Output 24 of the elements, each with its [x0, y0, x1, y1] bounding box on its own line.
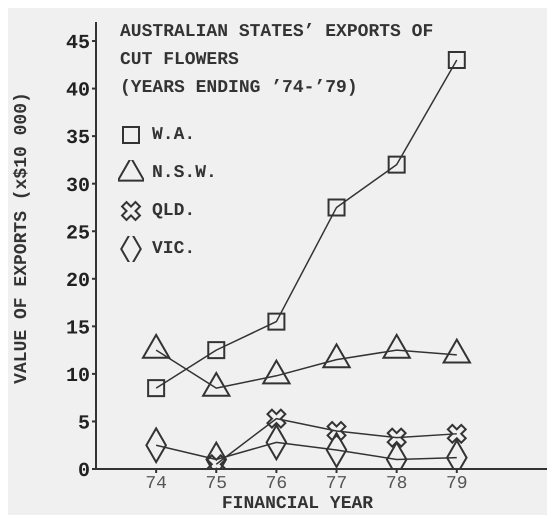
- legend-label: QLD.: [152, 201, 196, 221]
- legend-label: W.A.: [152, 125, 196, 145]
- y-tick-label: 45: [66, 32, 90, 56]
- y-tick-label: 20: [66, 270, 90, 293]
- y-tick-label: 40: [66, 80, 90, 103]
- x-tick-label: 79: [446, 474, 468, 494]
- y-tick-label: 15: [66, 317, 90, 340]
- y-tick-label: 10: [66, 364, 90, 388]
- y-tick-label: 30: [66, 174, 90, 198]
- legend-label: VIC.: [152, 239, 196, 259]
- text: AUSTRALIAN STATES’ EXPORTS OF CUT FLOWERS: [120, 21, 434, 72]
- y-tick-label: 25: [66, 222, 90, 246]
- x-axis-title: FINANCIAL YEAR: [220, 494, 374, 514]
- x-tick-label: 76: [266, 474, 288, 494]
- y-tick-label: 5: [78, 412, 90, 436]
- legend-label: N.S.W.: [152, 163, 217, 183]
- x-tick-label: 74: [145, 474, 167, 494]
- text: (YEARS ENDING ’74-’79): [120, 77, 359, 100]
- x-tick-label: 75: [205, 474, 228, 494]
- y-tick-label: 35: [66, 127, 90, 150]
- x-tick-label: 77: [326, 474, 348, 494]
- y-axis-title: VALUE OF EXPORTS (x$10 000): [12, 92, 32, 384]
- x-tick-label: 78: [386, 474, 408, 494]
- y-tick-label: 0: [78, 460, 90, 484]
